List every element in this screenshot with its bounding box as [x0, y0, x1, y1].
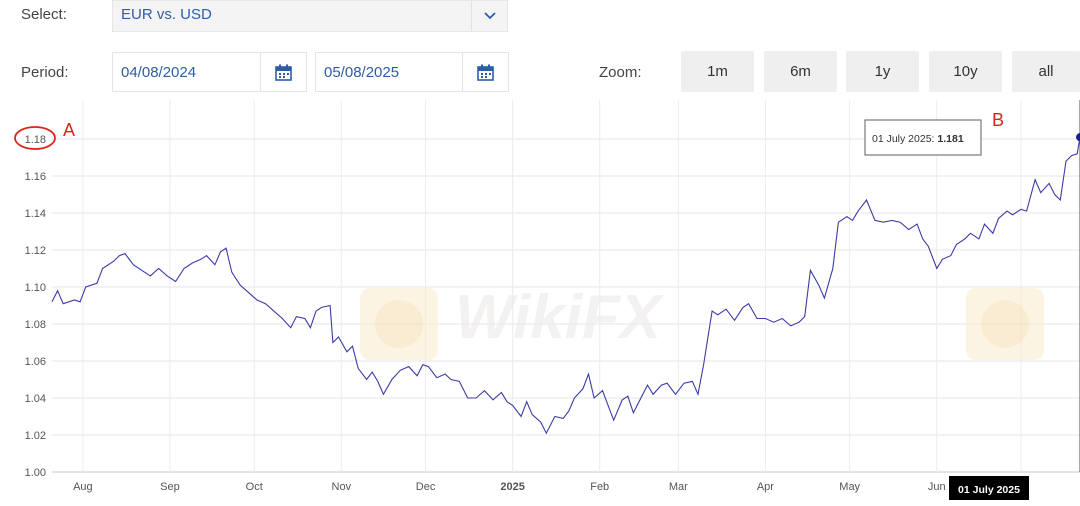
calendar-icon[interactable] — [260, 53, 306, 91]
x-tick-label: Mar — [669, 481, 688, 493]
zoom-1y-button[interactable]: 1y — [846, 51, 919, 92]
crosshair-date-label: 01 July 2025 — [949, 476, 1029, 500]
hover-point — [1076, 133, 1080, 141]
date-to-value: 05/08/2025 — [324, 64, 399, 81]
svg-text:01 July 2025: 1.181: 01 July 2025: 1.181 — [872, 133, 964, 145]
eurusd-line-chart[interactable]: WikiFX 1.001.021.041.061.081.101.121.141… — [0, 96, 1080, 506]
annotation-a: A — [63, 120, 75, 140]
zoom-all-button[interactable]: all — [1012, 51, 1080, 92]
y-tick-label: 1.10 — [25, 282, 46, 294]
x-tick-label: Jun — [928, 481, 946, 493]
x-tick-label: Dec — [416, 481, 436, 493]
y-tick-label: 1.12 — [25, 245, 46, 257]
date-from-field[interactable]: 04/08/2024 — [112, 52, 307, 92]
calendar-icon[interactable] — [462, 53, 508, 91]
annotation-b: B — [992, 110, 1004, 130]
y-tick-label: 1.18 — [25, 134, 46, 146]
zoom-label: Zoom: — [599, 64, 642, 81]
y-tick-label: 1.08 — [25, 319, 46, 331]
y-axis-ticks: 1.00 1.02 1.04 1.06 1.08 1.10 1.12 1.14 1.16 1.18 — [25, 134, 46, 479]
x-tick-label: May — [839, 481, 860, 493]
watermark-logo — [360, 288, 438, 360]
y-tick-label: 1.04 — [25, 393, 46, 405]
crosshair-date-text: 01 July 2025 — [958, 484, 1020, 496]
currency-pair-select[interactable]: EUR vs. USD — [112, 0, 508, 32]
x-tick-label: Aug — [73, 481, 93, 493]
tooltip-value: 1.181 — [937, 133, 963, 145]
x-axis-ticks: AugSepOctNovDec2025FebMarAprMayJunJul — [73, 481, 1028, 493]
y-tick-label: 1.14 — [25, 208, 46, 220]
watermark: WikiFX — [360, 283, 1044, 360]
x-tick-label: Apr — [757, 481, 774, 493]
y-tick-label: 1.06 — [25, 356, 46, 368]
zoom-1m-button[interactable]: 1m — [681, 51, 754, 92]
x-tick-label: Sep — [160, 481, 180, 493]
tooltip: 01 July 2025: 1.181 — [865, 120, 981, 155]
y-tick-label: 1.02 — [25, 430, 46, 442]
tooltip-date: 01 July 2025 — [872, 133, 932, 145]
y-tick-label: 1.16 — [25, 171, 46, 183]
currency-pair-value: EUR vs. USD — [121, 6, 212, 23]
chevron-down-icon[interactable] — [471, 1, 507, 31]
select-label: Select: — [21, 6, 67, 23]
date-from-value: 04/08/2024 — [121, 64, 196, 81]
x-tick-label: 2025 — [500, 481, 524, 493]
x-tick-label: Feb — [590, 481, 609, 493]
x-tick-label: Nov — [332, 481, 352, 493]
date-to-field[interactable]: 05/08/2025 — [315, 52, 509, 92]
watermark-logo — [966, 288, 1044, 360]
y-tick-label: 1.00 — [25, 467, 46, 479]
period-label: Period: — [21, 64, 69, 81]
zoom-10y-button[interactable]: 10y — [929, 51, 1002, 92]
x-tick-label: Oct — [246, 481, 263, 493]
watermark-text: WikiFX — [455, 283, 665, 352]
zoom-6m-button[interactable]: 6m — [764, 51, 837, 92]
